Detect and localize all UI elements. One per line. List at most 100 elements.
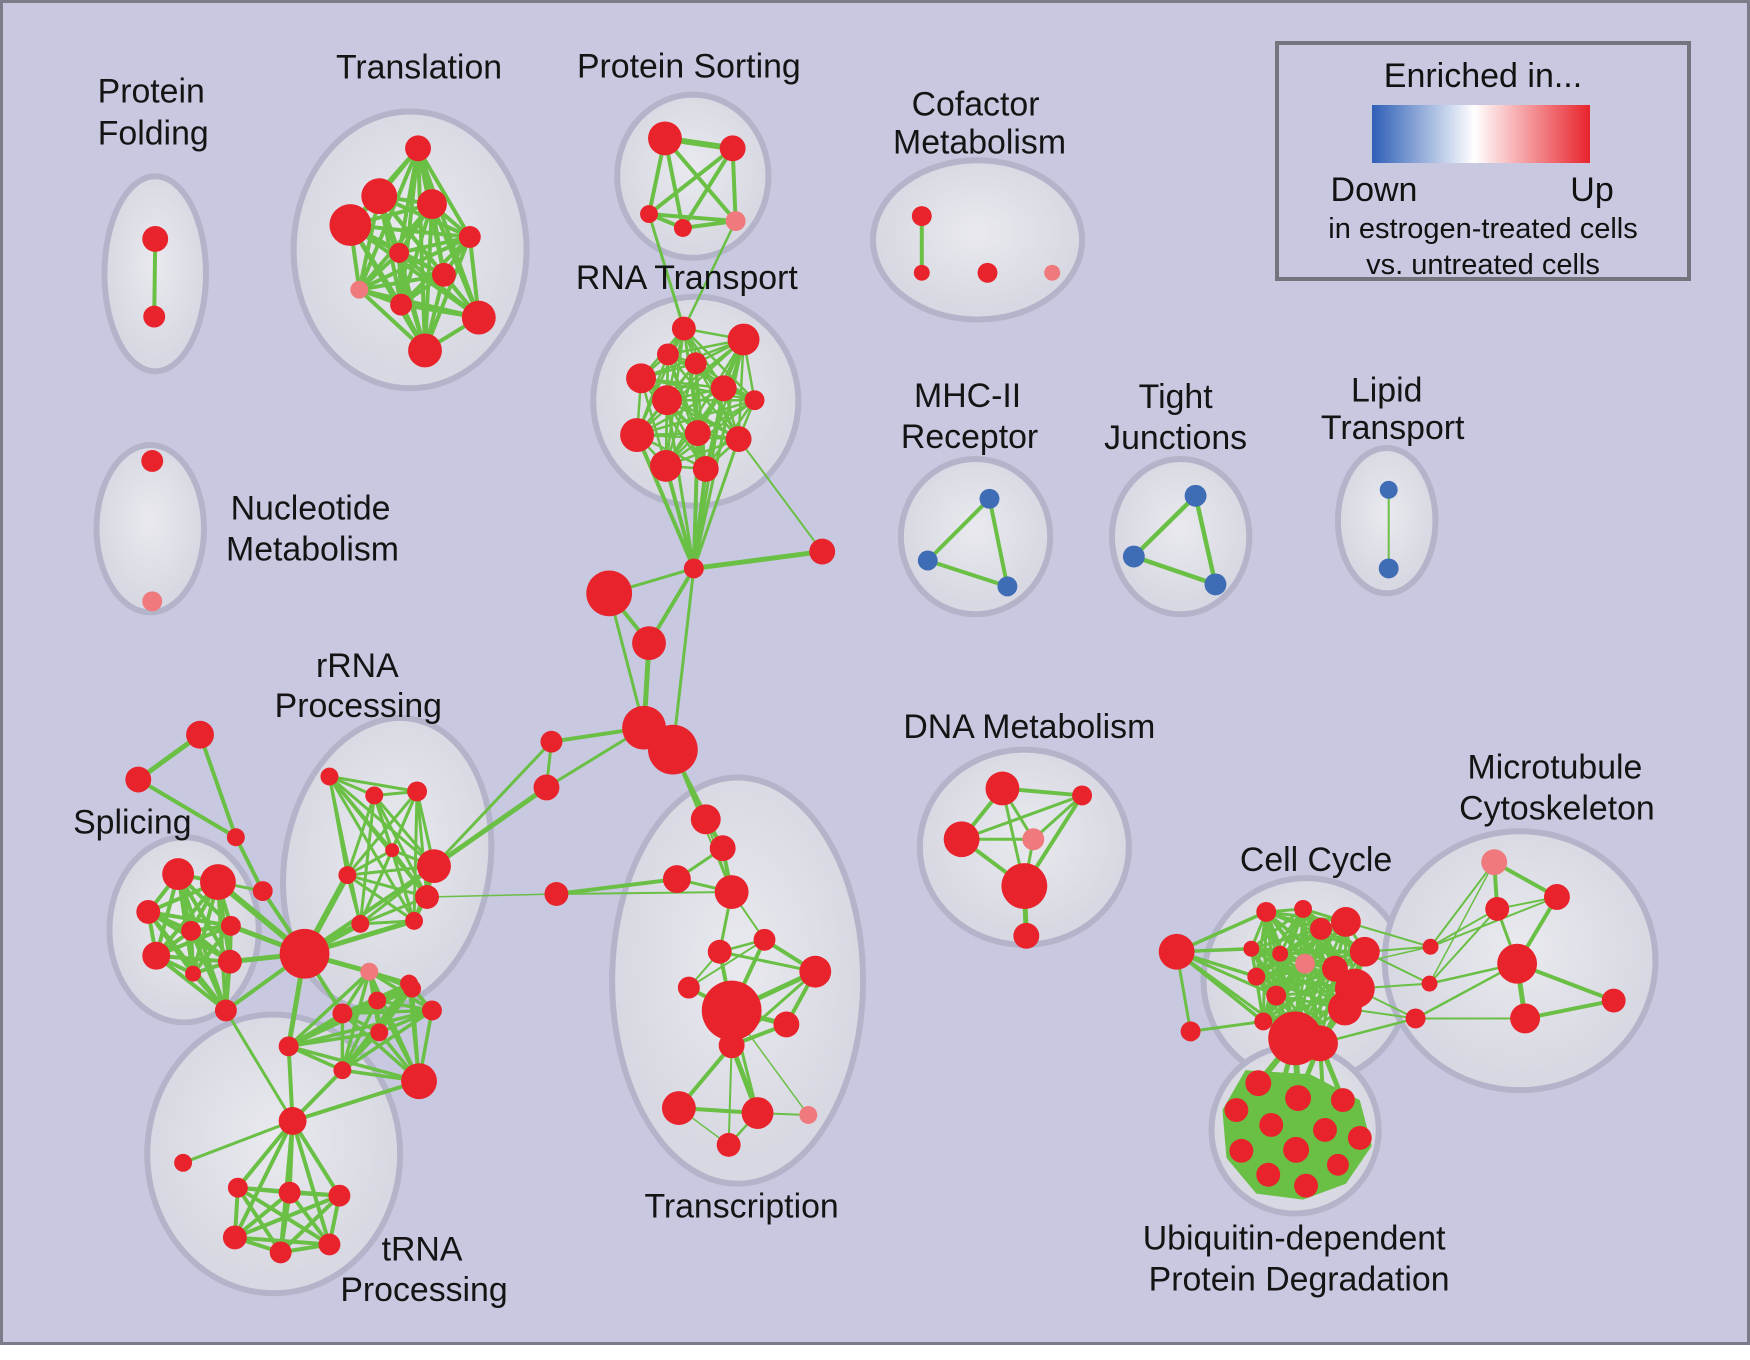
- edge: [358, 895, 429, 926]
- gene-set-node-rt12: [650, 449, 682, 482]
- gene-set-node-ps1: [648, 121, 682, 156]
- gene-set-node-hb2: [809, 538, 836, 565]
- cluster-label-ubiquitin-degradation-line2: Protein Degradation: [1149, 1260, 1450, 1298]
- edge: [635, 433, 696, 571]
- edge: [1428, 907, 1499, 985]
- legend-box: Enriched in... Down Up in estrogen-treat…: [1275, 41, 1691, 281]
- gene-set-node-tn2: [227, 1177, 248, 1198]
- gene-set-node-tn5: [222, 1225, 247, 1250]
- gene-set-node-t3: [417, 189, 447, 220]
- edge: [647, 146, 735, 217]
- gene-set-node-tx1: [690, 804, 721, 835]
- edge: [345, 873, 429, 899]
- edge: [327, 775, 416, 923]
- gene-set-node-sp6: [142, 941, 171, 970]
- edge: [358, 793, 376, 926]
- gene-set-node-t6: [389, 242, 410, 263]
- edge: [1131, 554, 1218, 587]
- cluster-label-dna-metabolism: DNA Metabolism: [903, 708, 1155, 746]
- gene-set-node-sp1: [162, 858, 195, 891]
- legend-caption-line2: vs. untreated cells: [1366, 249, 1600, 281]
- cluster-ellipse-tight-junctions: [1108, 455, 1253, 618]
- gene-set-node-rl10: [401, 1063, 437, 1100]
- gene-set-node-tx9: [701, 980, 762, 1041]
- gene-set-node-rr7: [415, 885, 439, 909]
- gene-set-node-dn4: [1022, 828, 1045, 851]
- gene-set-node-nm2: [142, 591, 163, 612]
- edge: [639, 377, 756, 402]
- gene-set-node-hb8: [533, 774, 560, 801]
- edge: [154, 953, 228, 1013]
- gene-set-node-rt9: [620, 418, 654, 452]
- gene-set-node-rt7: [744, 390, 765, 411]
- gene-set-node-rt6: [710, 375, 737, 402]
- gene-set-node-t9: [390, 293, 413, 316]
- edge: [290, 1118, 342, 1198]
- edge: [647, 212, 738, 224]
- gene-set-node-ub11: [1256, 1162, 1281, 1187]
- gene-set-node-sp5: [220, 915, 241, 936]
- legend-title: Enriched in...: [1383, 57, 1583, 95]
- gene-set-node-cc1: [1256, 901, 1277, 922]
- gene-set-node-dn6: [1013, 922, 1040, 949]
- gene-set-node-tx13: [741, 1097, 774, 1129]
- gene-set-node-tx10: [773, 1011, 800, 1038]
- edge: [345, 873, 416, 923]
- edge: [1429, 861, 1496, 948]
- gene-set-node-rl9: [370, 1023, 389, 1042]
- cluster-label-transcription: Transcription: [644, 1188, 838, 1226]
- cluster-ellipse-trna-processing: [144, 1011, 404, 1297]
- gene-set-node-rt3: [656, 343, 679, 366]
- edge: [925, 558, 1010, 589]
- gene-set-node-cc7: [1349, 936, 1380, 967]
- cluster-label-protein-sorting: Protein Sorting: [577, 48, 801, 86]
- gene-set-node-mh1: [979, 488, 1000, 509]
- gene-set-node-tx11: [718, 1032, 745, 1059]
- edge: [554, 877, 679, 896]
- gene-set-node-ub5: [1259, 1113, 1284, 1137]
- cluster-label-trna-processing-line1: tRNA: [382, 1230, 463, 1268]
- gene-set-node-rt2: [727, 323, 760, 356]
- gene-set-node-b2: [1421, 975, 1438, 992]
- edge: [635, 398, 756, 437]
- edge: [426, 893, 558, 898]
- gene-set-node-tx3: [662, 865, 691, 894]
- gene-set-node-pf1: [142, 226, 169, 252]
- edge: [232, 1118, 295, 1240]
- edge: [198, 732, 238, 840]
- gene-set-node-t10: [461, 300, 496, 335]
- gene-set-node-rl3: [332, 1003, 353, 1024]
- edge: [416, 146, 472, 239]
- edge: [358, 919, 416, 926]
- edge: [432, 740, 553, 868]
- edge: [1254, 967, 1337, 979]
- edge: [1131, 493, 1198, 559]
- gene-set-node-sp9: [214, 999, 237, 1022]
- gene-set-node-rl6: [422, 1000, 442, 1021]
- edge: [431, 784, 549, 869]
- cluster-label-translation: Translation: [336, 49, 502, 87]
- edge: [663, 463, 696, 571]
- gene-set-node-rt5: [626, 363, 656, 394]
- gene-set-node-dn1: [985, 771, 1020, 806]
- gene-set-node-cc10: [1247, 967, 1266, 986]
- gene-set-node-tx2: [709, 835, 736, 862]
- gene-set-node-rr8: [405, 911, 424, 930]
- edge: [691, 549, 825, 571]
- cluster-label-microtubule-cytoskeleton-line2: Cytoskeleton: [1459, 789, 1655, 827]
- gene-set-node-rt4: [684, 352, 707, 375]
- gene-set-node-tj1: [1184, 484, 1207, 507]
- cluster-label-mhc-ii-receptor-line1: MHC-II: [914, 377, 1021, 415]
- gene-set-node-rt1: [671, 316, 696, 341]
- edge: [1523, 998, 1616, 1021]
- edge: [1429, 907, 1499, 948]
- edge: [286, 1008, 434, 1049]
- gene-set-node-cc2: [1294, 899, 1313, 918]
- gene-set-node-cc11: [1266, 985, 1287, 1006]
- cluster-ellipse-lipid-transport: [1334, 445, 1439, 597]
- edge: [181, 1119, 295, 1165]
- cluster-label-rna-transport: RNA Transport: [576, 259, 798, 297]
- gene-set-node-tr3: [226, 828, 245, 847]
- gene-set-node-tx7: [799, 955, 832, 988]
